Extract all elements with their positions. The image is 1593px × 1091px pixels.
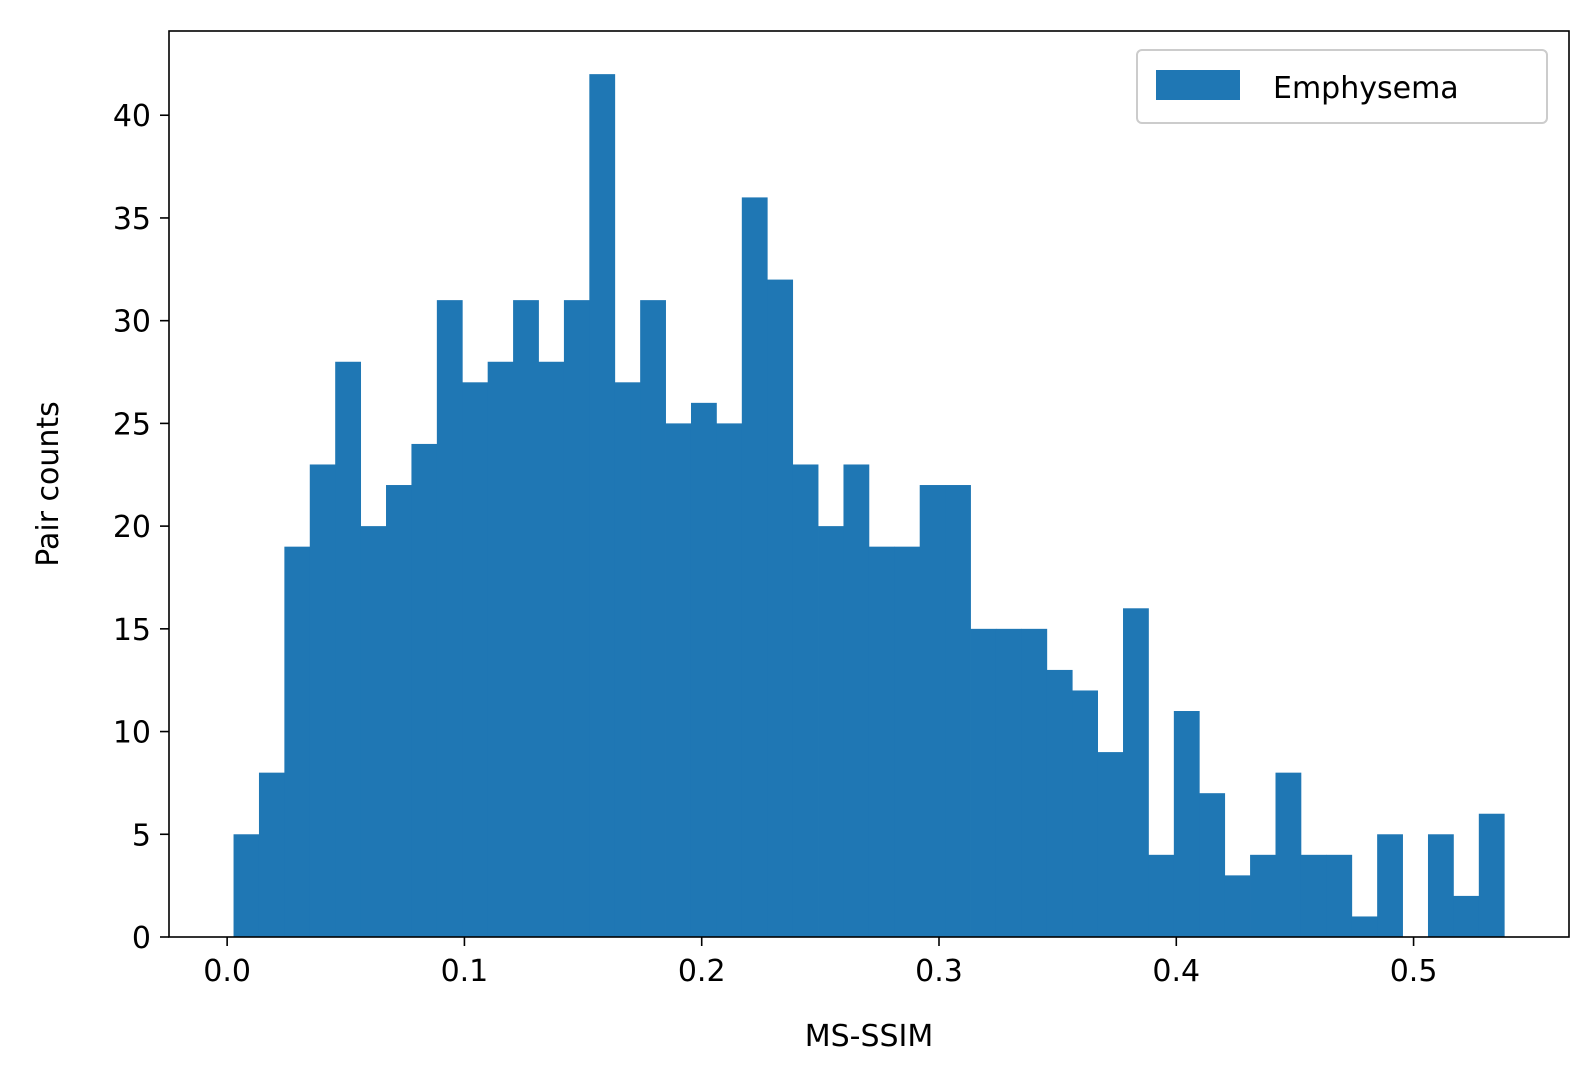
histogram-bar [309,464,336,937]
x-tick-label: 0.1 [441,954,489,989]
histogram-bar [284,546,311,937]
histogram-bar [1199,793,1226,937]
y-tick-label: 30 [113,305,151,340]
histogram-bar [436,300,463,937]
histogram-bar [1224,875,1251,937]
histogram-bar [741,197,768,937]
histogram-bar [411,443,438,937]
histogram-bar [462,382,489,937]
histogram-bar [792,464,819,937]
histogram-bar [1275,772,1302,937]
histogram-bar [843,464,870,937]
histogram-bar [589,74,616,937]
histogram-bar [665,423,692,937]
legend: Emphysema [1136,49,1548,124]
histogram-bar [1148,854,1175,937]
histogram-bar [1046,669,1073,937]
x-tick-label: 0.0 [203,954,251,989]
histogram-bar [1377,834,1403,937]
y-tick-label: 20 [113,510,151,545]
histogram-bar [258,772,285,937]
histogram-bar [1478,813,1505,937]
histogram-bar [716,423,743,937]
histogram-bar [945,485,971,937]
histogram-bar [1427,834,1454,937]
legend-swatch-emphysema [1156,70,1240,100]
histogram-bar [1300,854,1327,937]
y-axis-label: Pair counts [31,401,66,567]
histogram-bar [818,526,844,937]
histogram-bar [360,526,387,937]
histogram-bar [919,485,946,937]
histogram-bar [513,300,539,937]
histogram-bar [1326,854,1353,937]
histogram-bar [767,279,794,938]
y-axis: 0 5 10 15 20 25 30 35 40 [113,99,169,956]
x-axis: 0.0 0.1 0.2 0.3 0.4 0.5 [203,937,1437,989]
histogram-bar [386,485,412,937]
histogram-bar [640,300,666,937]
histogram-bar [233,834,260,937]
histogram-bar [894,546,921,937]
x-tick-label: 0.4 [1152,954,1200,989]
histogram-bar [868,546,895,937]
x-tick-label: 0.5 [1390,954,1438,989]
histogram-bar [335,361,362,937]
y-tick-label: 0 [132,921,151,956]
y-tick-label: 40 [113,99,151,134]
y-tick-label: 35 [113,202,151,237]
x-tick-label: 0.3 [915,954,963,989]
y-tick-label: 25 [113,407,151,442]
histogram-bar [1123,608,1149,937]
histogram-bar [1097,752,1124,937]
histogram-bar [487,361,514,937]
x-tick-label: 0.2 [678,954,726,989]
histogram-bar [1453,895,1480,937]
histogram-bar [1173,711,1200,937]
legend-box [1136,49,1548,124]
y-tick-label: 5 [132,818,151,853]
histogram-bars [233,74,1505,938]
legend-label-emphysema: Emphysema [1273,71,1459,106]
y-tick-label: 10 [113,716,151,751]
histogram-bar [690,402,717,938]
histogram-bar [614,382,641,937]
histogram-bar [995,628,1022,937]
histogram-bar [563,300,590,937]
y-tick-label: 15 [113,613,151,648]
histogram-bar [1021,628,1048,937]
histogram-bar [970,628,997,937]
histogram-bar [1351,916,1378,937]
histogram-bar [538,361,565,937]
histogram-bar [1072,690,1098,937]
plot-frame [168,30,1570,938]
x-axis-label: MS-SSIM [805,1019,934,1054]
histogram-bar [1250,854,1276,937]
